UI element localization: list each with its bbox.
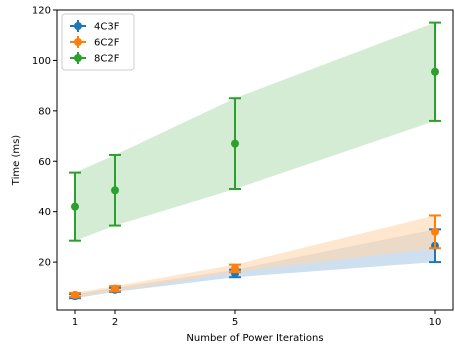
legend-label-6c2f: 6C2F — [94, 38, 120, 49]
error-bars — [69, 21, 441, 301]
point-6c2f — [111, 284, 119, 293]
y-tick-label: 20 — [38, 258, 51, 269]
legend-marker-8c2f — [74, 54, 82, 62]
band-8c2f — [75, 22, 435, 241]
plot-frame — [56, 9, 454, 311]
point-6c2f — [431, 227, 439, 236]
point-6c2f — [71, 290, 79, 299]
y-tick-label: 80 — [38, 106, 51, 117]
point-8c2f — [111, 186, 119, 195]
x-tick-label: 2 — [112, 317, 118, 328]
point-8c2f — [231, 139, 239, 148]
y-axis-ticks: 20 40 60 80 100 120 — [32, 6, 57, 269]
y-axis-label: Time (ms) — [11, 135, 22, 187]
y-tick-label: 120 — [32, 6, 51, 17]
x-tick-label: 1 — [72, 317, 78, 328]
legend-marker-4c3f — [74, 22, 82, 30]
x-axis-ticks: 1 2 5 10 — [72, 310, 442, 328]
y-tick-label: 40 — [38, 207, 51, 218]
point-8c2f — [431, 67, 439, 76]
y-tick-label: 100 — [32, 56, 51, 67]
y-tick-label: 60 — [38, 157, 51, 168]
legend-label-4c3f: 4C3F — [94, 22, 120, 33]
x-tick-label: 10 — [429, 317, 442, 328]
point-6c2f — [231, 264, 239, 273]
legend-label-8c2f: 8C2F — [94, 54, 120, 65]
x-tick-label: 5 — [232, 317, 238, 328]
legend-marker-6c2f — [74, 38, 82, 46]
legend: 4C3F 6C2F 8C2F — [61, 13, 135, 71]
point-8c2f — [71, 202, 79, 211]
x-axis-label: Number of Power Iterations — [186, 333, 323, 344]
